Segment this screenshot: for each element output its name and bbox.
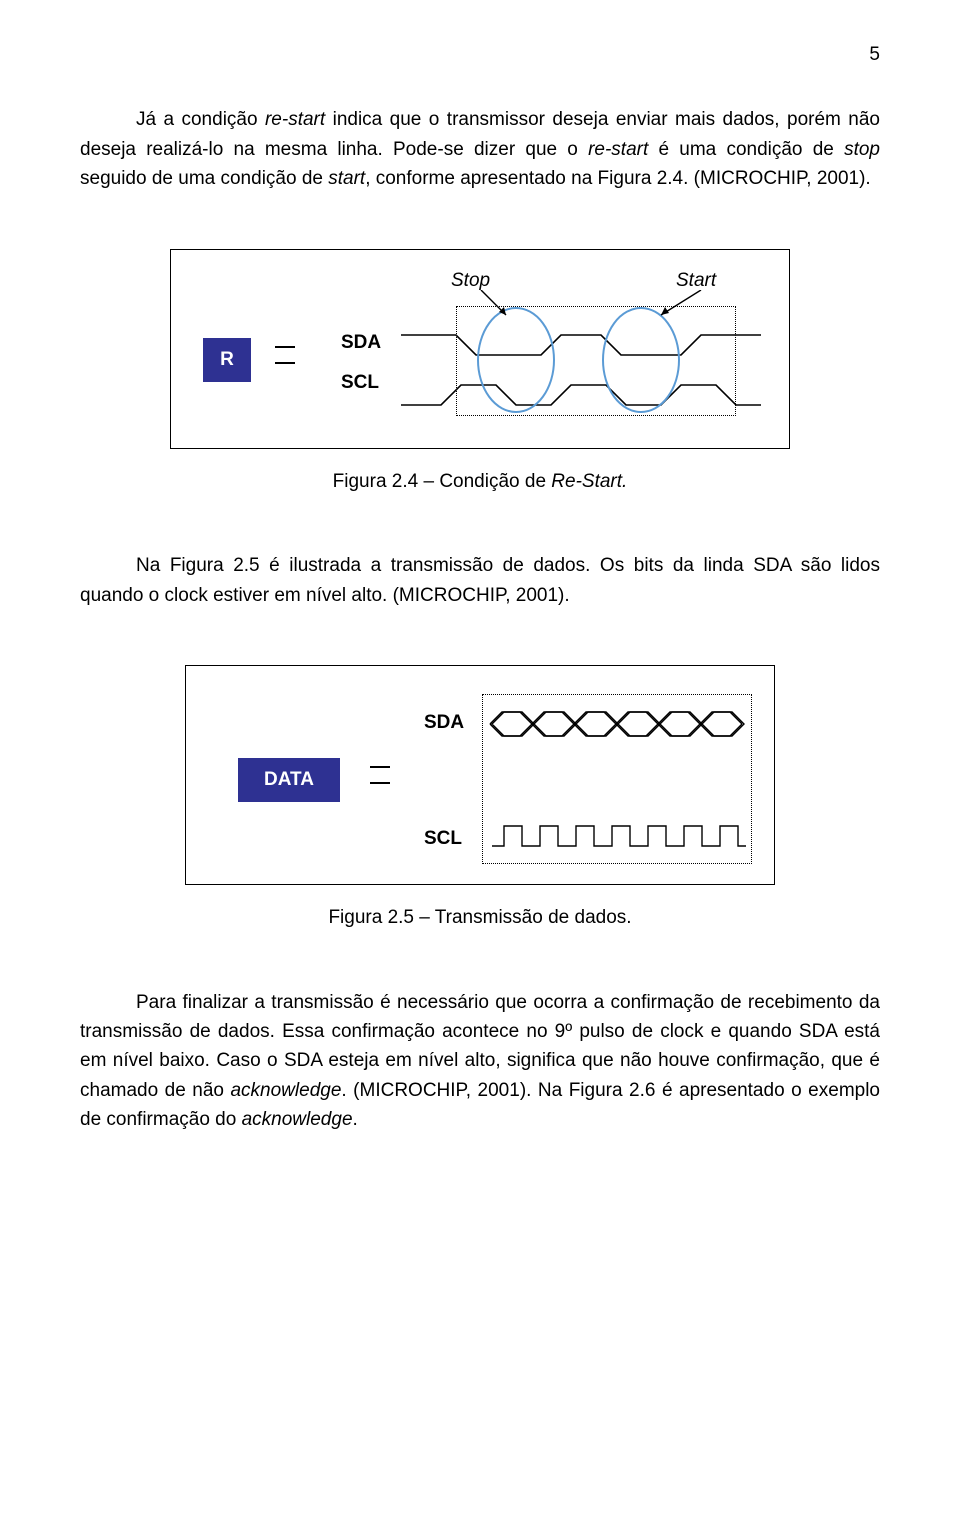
scl-waveform (482, 816, 752, 856)
text: é uma condição de (648, 139, 844, 160)
caption-italic: Re-Start. (551, 471, 627, 492)
italic-start: start (328, 168, 365, 189)
figure-2-4-caption: Figura 2.4 – Condição de Re-Start. (80, 467, 880, 496)
paragraph-1: Já a condição re-start indica que o tran… (80, 105, 880, 193)
text: . (353, 1109, 358, 1130)
scl-label: SCL (341, 368, 379, 397)
data-box: DATA (238, 758, 340, 802)
sda-waveform (482, 704, 752, 744)
figure-2-4: Stop Start R SDA SCL (170, 249, 790, 449)
italic-stop: stop (844, 139, 880, 160)
sda-label: SDA (341, 328, 381, 357)
figure-2-5: DATA SDA SCL (185, 665, 775, 885)
text: Já a condição (136, 109, 265, 130)
paragraph-3: Para finalizar a transmissão é necessári… (80, 988, 880, 1135)
waveform-diagram (401, 290, 761, 430)
text: , conforme apresentado na Figura 2.4. (M… (365, 168, 871, 189)
figure-2-5-caption: Figura 2.5 – Transmissão de dados. (80, 903, 880, 932)
equals-icon (271, 332, 299, 380)
page-number: 5 (80, 40, 880, 69)
paragraph-2: Na Figura 2.5 é ilustrada a transmissão … (80, 551, 880, 610)
text: seguido de uma condição de (80, 168, 328, 189)
sda-label: SDA (424, 708, 464, 737)
caption-text: Figura 2.4 – Condição de (333, 471, 552, 492)
document-page: 5 Já a condição re-start indica que o tr… (0, 0, 960, 1225)
italic-restart: re-start (265, 109, 325, 130)
italic-restart: re-start (588, 139, 648, 160)
italic-ack: acknowledge (242, 1109, 353, 1130)
r-box: R (203, 338, 251, 382)
scl-label: SCL (424, 824, 462, 853)
equals-icon (366, 752, 394, 800)
italic-ack: acknowledge (230, 1080, 341, 1101)
